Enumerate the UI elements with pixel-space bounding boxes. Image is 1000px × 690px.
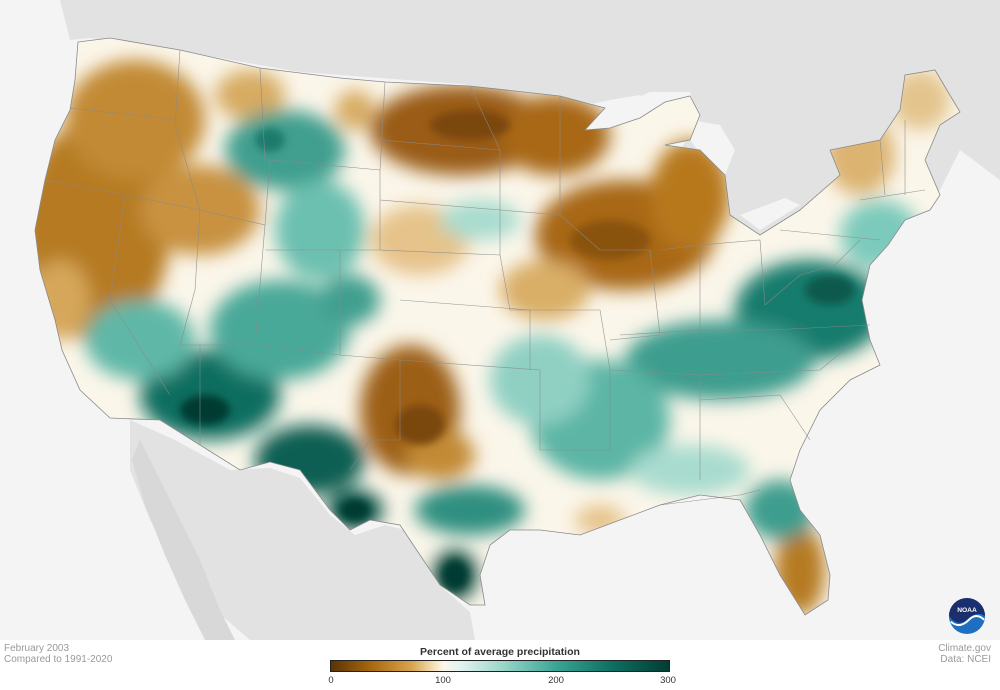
legend-tick-300: 300 <box>660 675 676 686</box>
precipitation-field <box>35 38 960 615</box>
map-footer: February 2003 Compared to 1991-2020 Perc… <box>0 640 1000 690</box>
precipitation-map <box>0 0 1000 640</box>
legend-tick-100: 100 <box>435 675 451 686</box>
legend-tick-0: 0 <box>328 675 334 686</box>
map-svg <box>0 0 1000 640</box>
legend-color-bar <box>330 660 670 672</box>
legend-title: Percent of average precipitation <box>420 646 580 658</box>
surrounding-land <box>0 0 1000 640</box>
state-boundaries <box>44 49 926 506</box>
noaa-logo-text: NOAA <box>957 607 977 614</box>
credit-source: Data: NCEI <box>940 654 991 665</box>
legend-tick-200: 200 <box>548 675 564 686</box>
caption-date: February 2003 <box>4 643 70 654</box>
credit-site: Climate.gov <box>938 643 991 654</box>
caption-baseline: Compared to 1991-2020 <box>4 654 113 665</box>
noaa-logo-icon: NOAA <box>948 597 986 635</box>
